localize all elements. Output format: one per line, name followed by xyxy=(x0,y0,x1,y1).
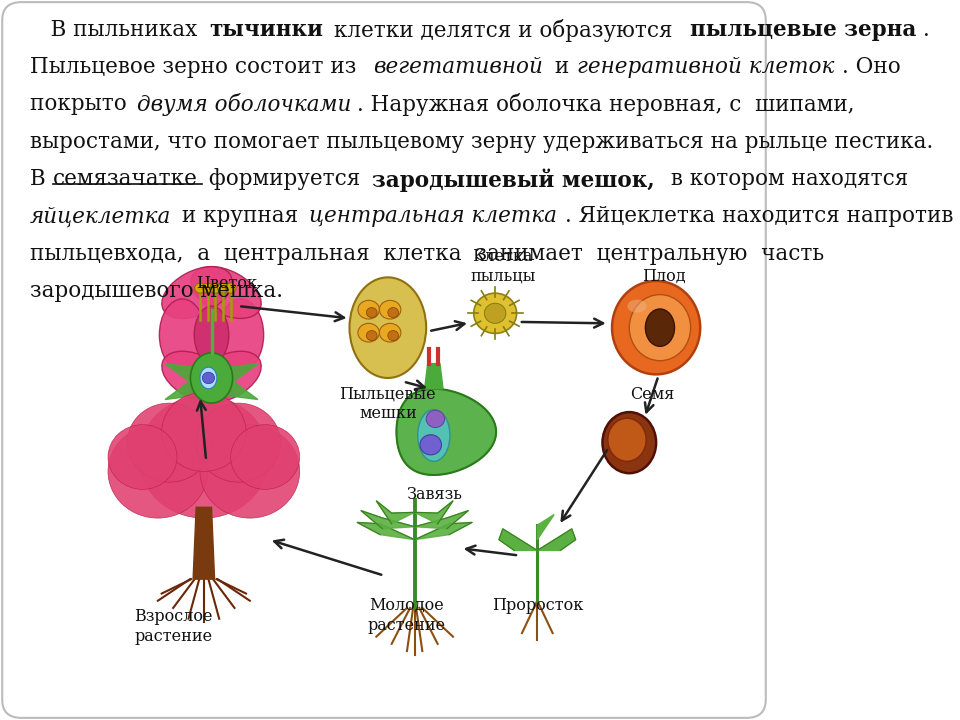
Polygon shape xyxy=(499,529,538,550)
Polygon shape xyxy=(424,364,443,389)
Ellipse shape xyxy=(418,410,450,462)
Circle shape xyxy=(426,410,444,428)
Ellipse shape xyxy=(191,266,261,318)
Polygon shape xyxy=(165,364,219,393)
Circle shape xyxy=(367,330,377,341)
Circle shape xyxy=(226,283,236,293)
Text: двумя оболочками: двумя оболочками xyxy=(136,94,351,117)
Text: формируется: формируется xyxy=(203,168,368,190)
Text: тычинки: тычинки xyxy=(209,19,324,40)
Circle shape xyxy=(195,283,205,293)
Text: и крупная: и крупная xyxy=(176,205,305,228)
Text: и: и xyxy=(548,56,576,78)
Ellipse shape xyxy=(162,351,232,403)
Circle shape xyxy=(108,425,177,490)
Text: Плод: Плод xyxy=(642,268,685,284)
Circle shape xyxy=(138,396,269,518)
Circle shape xyxy=(367,307,377,318)
Circle shape xyxy=(196,403,280,482)
Ellipse shape xyxy=(194,306,228,364)
Ellipse shape xyxy=(358,300,379,319)
Text: В пыльниках: В пыльниках xyxy=(30,19,204,40)
Circle shape xyxy=(420,435,442,455)
Text: клетки делятся и образуются: клетки делятся и образуются xyxy=(326,19,679,42)
Circle shape xyxy=(388,330,398,341)
Text: зародышевого мешка.: зародышевого мешка. xyxy=(30,280,283,302)
Text: Семя: Семя xyxy=(630,386,675,403)
Ellipse shape xyxy=(159,299,205,371)
Ellipse shape xyxy=(645,309,675,346)
Polygon shape xyxy=(204,370,258,400)
Text: В: В xyxy=(30,168,53,190)
Text: покрыто: покрыто xyxy=(30,94,133,115)
Ellipse shape xyxy=(608,418,646,462)
Ellipse shape xyxy=(349,277,426,378)
Polygon shape xyxy=(376,501,415,524)
Circle shape xyxy=(127,403,211,482)
Ellipse shape xyxy=(218,299,264,371)
Circle shape xyxy=(388,307,398,318)
Text: Пыльцевые
мешки: Пыльцевые мешки xyxy=(340,385,436,422)
Ellipse shape xyxy=(190,353,232,403)
Ellipse shape xyxy=(612,281,700,374)
Ellipse shape xyxy=(191,351,261,403)
Polygon shape xyxy=(415,501,453,524)
Circle shape xyxy=(473,293,516,333)
Polygon shape xyxy=(361,510,415,528)
Polygon shape xyxy=(198,346,226,382)
Ellipse shape xyxy=(162,266,232,318)
Text: пыльцевхода,  а  центральная  клетка  занимает  центральную  часть: пыльцевхода, а центральная клетка занима… xyxy=(30,243,824,265)
Text: . Наружная оболочка неровная, с  шипами,: . Наружная оболочка неровная, с шипами, xyxy=(357,94,855,117)
Text: . Оно: . Оно xyxy=(842,56,901,78)
Polygon shape xyxy=(538,515,554,540)
Circle shape xyxy=(230,425,300,490)
Text: .: . xyxy=(923,19,930,40)
Polygon shape xyxy=(198,382,226,418)
Text: Клетка
пыльцы: Клетка пыльцы xyxy=(470,248,536,284)
Circle shape xyxy=(161,392,246,472)
Polygon shape xyxy=(538,529,576,550)
Ellipse shape xyxy=(630,294,690,361)
Ellipse shape xyxy=(379,300,401,319)
Polygon shape xyxy=(357,523,415,540)
Text: . Яйцеклетка находится напротив: . Яйцеклетка находится напротив xyxy=(565,205,953,228)
Polygon shape xyxy=(193,508,215,579)
Text: генеративной клеток: генеративной клеток xyxy=(577,56,834,78)
Text: Завязь: Завязь xyxy=(406,486,462,503)
Ellipse shape xyxy=(200,367,217,389)
Text: Молодое
растение: Молодое растение xyxy=(368,597,446,634)
Ellipse shape xyxy=(358,323,379,342)
Circle shape xyxy=(203,283,213,293)
Circle shape xyxy=(210,283,221,293)
Polygon shape xyxy=(204,364,258,393)
Text: Проросток: Проросток xyxy=(492,597,583,614)
Circle shape xyxy=(200,425,300,518)
Polygon shape xyxy=(415,510,468,528)
Text: зародышевый мешок,: зародышевый мешок, xyxy=(372,168,655,192)
Polygon shape xyxy=(396,389,496,475)
Circle shape xyxy=(218,283,228,293)
Text: семязачатке: семязачатке xyxy=(53,168,198,190)
Ellipse shape xyxy=(603,412,656,473)
Text: Цветок: Цветок xyxy=(196,275,257,292)
Text: Взрослое
растение: Взрослое растение xyxy=(134,608,212,644)
Text: Пыльцевое зерно состоит из: Пыльцевое зерно состоит из xyxy=(30,56,363,78)
Text: яйцеклетка: яйцеклетка xyxy=(30,205,171,228)
Text: в котором находятся: в котором находятся xyxy=(663,168,908,190)
Polygon shape xyxy=(415,523,472,540)
Text: вегетативной: вегетативной xyxy=(373,56,543,78)
Circle shape xyxy=(108,425,207,518)
Ellipse shape xyxy=(379,323,401,342)
FancyBboxPatch shape xyxy=(2,2,766,718)
Circle shape xyxy=(485,303,506,323)
Ellipse shape xyxy=(628,300,646,312)
Text: пыльцевые зерна: пыльцевые зерна xyxy=(690,19,916,40)
Circle shape xyxy=(203,372,215,384)
Text: центральная клетка: центральная клетка xyxy=(309,205,558,228)
Polygon shape xyxy=(165,370,219,400)
Text: выростами, что помогает пыльцевому зерну удерживаться на рыльце пестика.: выростами, что помогает пыльцевому зерну… xyxy=(30,131,933,153)
